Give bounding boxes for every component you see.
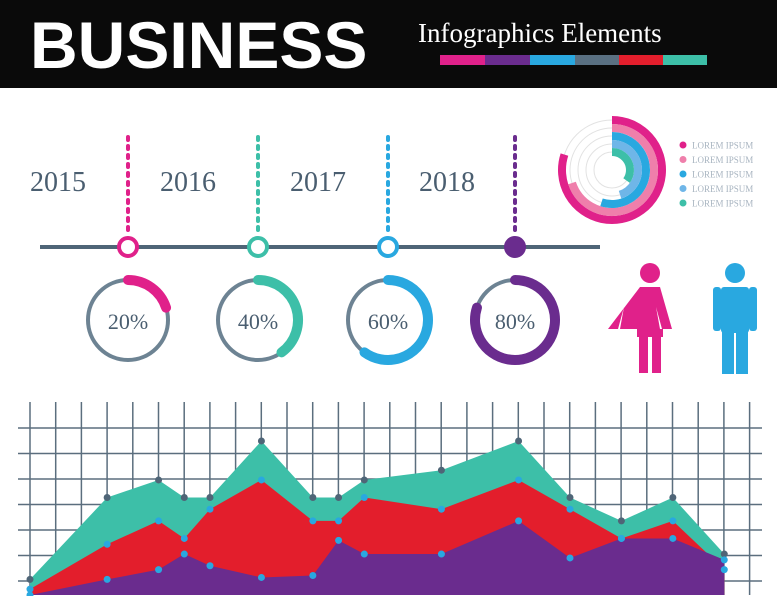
area-point: [566, 554, 574, 562]
area-point: [515, 517, 523, 525]
area-point: [360, 494, 368, 501]
area-point: [437, 466, 445, 474]
timeline-node: [247, 236, 269, 258]
radial-arc: [558, 116, 666, 224]
legend-label: LOREM IPSUM: [692, 141, 753, 151]
area-point: [335, 494, 343, 501]
male-icon: [713, 263, 757, 374]
year-label: 2018: [419, 167, 475, 198]
area-point: [257, 476, 265, 484]
radial-arc: [600, 132, 650, 208]
area-point: [309, 494, 317, 501]
area-point: [26, 591, 34, 596]
area-point: [103, 575, 111, 583]
area-point: [515, 437, 523, 445]
gauge-label: 20%: [108, 309, 148, 334]
area-point: [180, 494, 188, 501]
radial-arc: [611, 140, 642, 199]
area-point: [206, 562, 214, 570]
area-point: [617, 517, 625, 525]
timeline-node: [117, 236, 139, 258]
gauge-label: 60%: [368, 309, 408, 334]
timeline-node: [377, 236, 399, 258]
gauge-arc: [470, 275, 560, 365]
area-point: [720, 550, 728, 558]
area-point: [720, 556, 728, 564]
area-point: [206, 494, 214, 501]
year-label: 2015: [30, 167, 86, 198]
gauge-arc: [123, 275, 172, 313]
area-point: [720, 566, 728, 574]
area-point: [155, 517, 163, 525]
radial-arc: [568, 124, 658, 216]
radial-arc: [611, 148, 634, 183]
area-point: [26, 585, 34, 593]
area-point: [180, 534, 188, 542]
area-point: [309, 517, 317, 525]
area-point: [669, 534, 677, 542]
area-point: [669, 494, 677, 501]
area-point: [103, 494, 111, 501]
area-point: [566, 494, 574, 501]
area-point: [669, 517, 677, 525]
legend-label: LOREM IPSUM: [692, 155, 753, 165]
color-strip: [440, 55, 707, 65]
area: [30, 520, 725, 595]
area-point: [335, 517, 343, 525]
area-point: [360, 476, 368, 484]
area-point: [103, 540, 111, 548]
area-point: [155, 566, 163, 574]
area-point: [360, 550, 368, 558]
legend-dot: [679, 199, 687, 207]
legend-dot: [679, 170, 687, 178]
legend-label: LOREM IPSUM: [692, 184, 753, 194]
female-icon: [608, 263, 672, 373]
area-point: [437, 505, 445, 513]
year-label: 2016: [160, 167, 216, 198]
gauge-label: 40%: [238, 309, 278, 334]
area-point: [309, 572, 317, 579]
header-subtitle: Infographics Elements: [418, 18, 662, 48]
area-point: [437, 550, 445, 558]
area-point: [617, 534, 625, 542]
year-label: 2017: [290, 167, 346, 198]
legend-dot: [679, 141, 687, 149]
area-point: [257, 437, 265, 445]
area-point: [26, 575, 34, 583]
gauge-label: 80%: [495, 309, 535, 334]
timeline-node: [504, 236, 526, 258]
legend-label: LOREM IPSUM: [692, 170, 753, 180]
legend-dot: [679, 156, 687, 163]
area-point: [515, 476, 523, 484]
area-point: [206, 505, 214, 513]
header-band: [0, 0, 777, 88]
area-point: [566, 505, 574, 513]
area-point: [257, 573, 265, 581]
gauge-arc: [359, 275, 433, 365]
legend-label: LOREM IPSUM: [692, 199, 753, 209]
area-chart: [18, 402, 762, 596]
area-point: [335, 536, 343, 544]
area-point: [155, 476, 163, 484]
area-point: [180, 550, 188, 558]
header-title: BUSINESS: [30, 8, 367, 82]
gauge-arc: [253, 275, 303, 358]
legend-dot: [679, 185, 687, 192]
